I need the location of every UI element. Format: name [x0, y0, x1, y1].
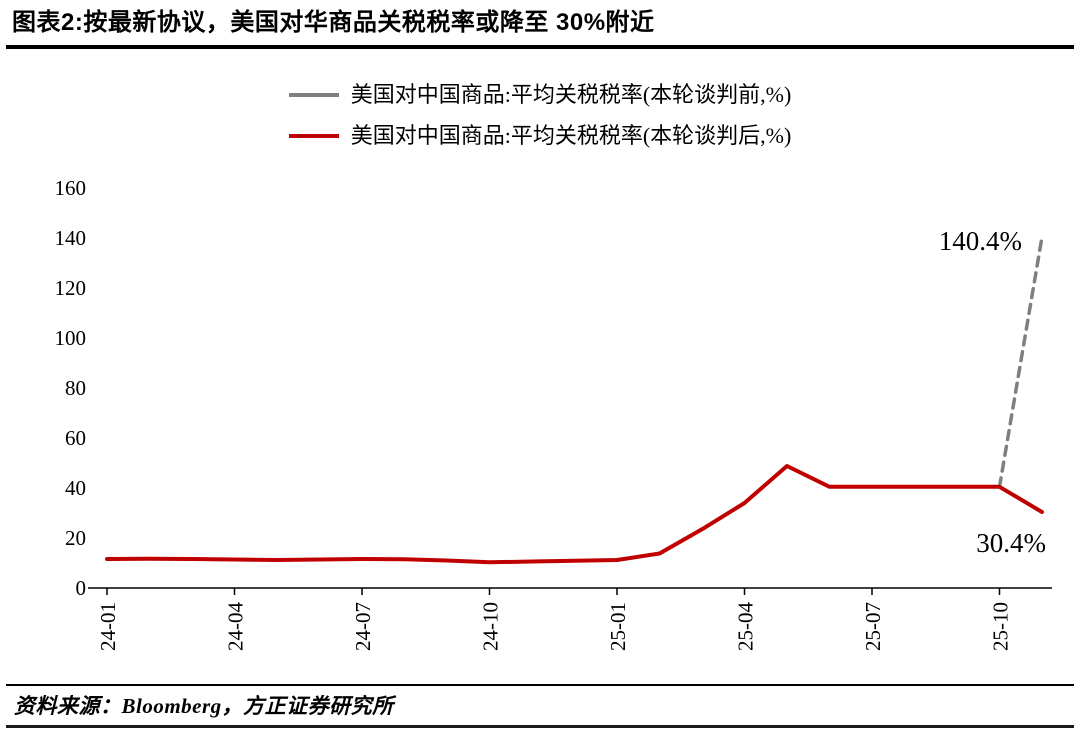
y-tick-label: 0	[76, 576, 87, 600]
series-line-pre-talks	[997, 235, 1044, 489]
line-chart: 0 20 40 60 80 100 120 140 160 24-01 24-04 24-07 24-1…	[55, 176, 1052, 651]
legend-line-gray	[288, 93, 339, 97]
source-note: 资料来源：Bloomberg，方正证券研究所	[14, 694, 394, 718]
figure-header: 图表2:按最新协议，美国对华商品关税税率或降至 30%附近	[6, 0, 1074, 49]
legend-item-pre-talks: 美国对中国商品:平均关税税率(本轮谈判前,%)	[288, 82, 792, 108]
y-tick-label: 160	[55, 176, 87, 200]
annotation-30.4%: 30.4%	[976, 528, 1046, 558]
figure-footer: 资料来源：Bloomberg，方正证券研究所	[6, 684, 1074, 728]
x-tick-label: 24-10	[479, 602, 503, 651]
series-line-post-talks	[105, 464, 1044, 565]
x-tick-label: 25-07	[861, 602, 885, 651]
y-tick-label: 140	[55, 226, 87, 250]
x-tick-label: 25-04	[734, 602, 758, 651]
y-tick-label: 80	[65, 376, 86, 400]
annotation-140.4%: 140.4%	[939, 226, 1022, 256]
figure-title: 图表2:按最新协议，美国对华商品关税税率或降至 30%附近	[12, 9, 655, 36]
y-tick-label: 100	[55, 326, 87, 350]
x-tick-label: 24-07	[351, 602, 375, 651]
legend-line-red	[288, 134, 339, 138]
legend-item-post-talks: 美国对中国商品:平均关税税率(本轮谈判后,%)	[288, 123, 792, 149]
y-tick-label: 120	[55, 276, 87, 300]
legend-label-pre-talks: 美国对中国商品:平均关税税率(本轮谈判前,%)	[350, 82, 792, 107]
y-tick-label: 60	[65, 426, 86, 450]
x-tick-label: 25-10	[989, 602, 1013, 651]
x-tick-label: 24-01	[96, 602, 120, 651]
y-tick-label: 40	[65, 476, 86, 500]
x-tick-label: 25-01	[606, 602, 630, 651]
chart-legend: 美国对中国商品:平均关税税率(本轮谈判前,%) 美国对中国商品:平均关税税率(本…	[0, 82, 1080, 149]
legend-label-post-talks: 美国对中国商品:平均关税税率(本轮谈判后,%)	[350, 123, 792, 148]
x-tick-label: 24-04	[224, 602, 248, 651]
y-tick-label: 20	[65, 526, 86, 550]
